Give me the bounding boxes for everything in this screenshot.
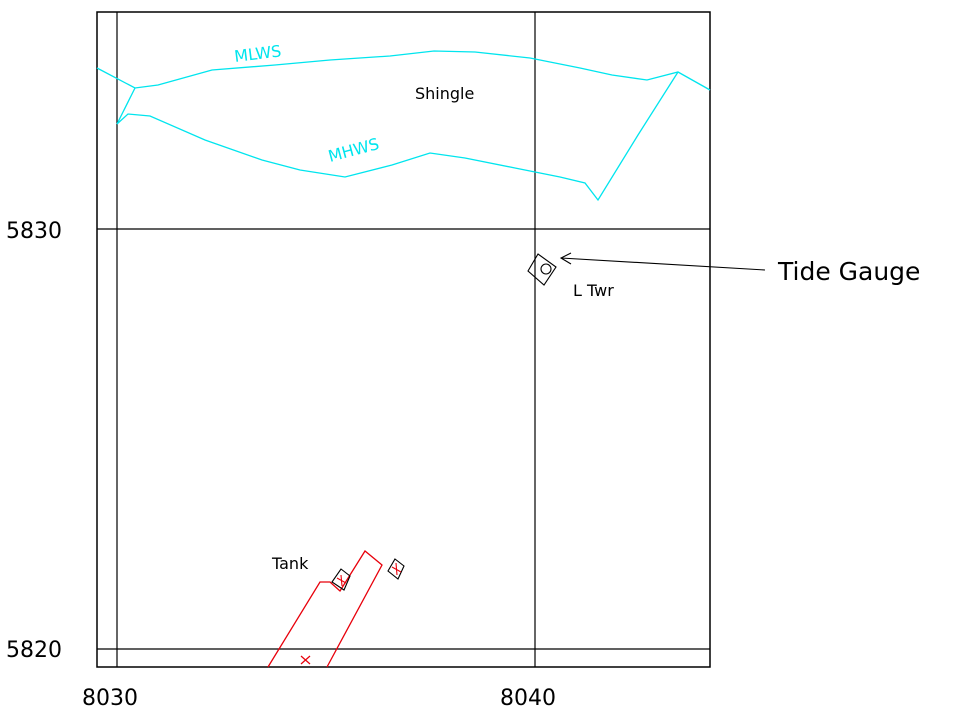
- diamond-with-circle-icon: [527, 253, 557, 286]
- tide-gauge-callout: Tide Gauge: [777, 257, 920, 286]
- arrow-left-icon: [559, 252, 766, 271]
- shore-connector-line: [116, 87, 136, 125]
- easting-label-8030: 8030: [82, 686, 138, 711]
- shingle-label: Shingle: [415, 84, 474, 103]
- northing-label-5830: 5830: [6, 219, 62, 244]
- easting-label-8040: 8040: [500, 686, 556, 711]
- jetty-outline: [267, 550, 383, 668]
- mlws-label: MLWS: [233, 41, 282, 66]
- tank-label: Tank: [271, 554, 309, 573]
- diamond-with-cross-icon: [387, 558, 405, 580]
- mhws-line: [116, 71, 679, 202]
- tank-marker-cross: [300, 655, 311, 665]
- map-frame: [96, 11, 711, 668]
- mhws-label: MHWS: [326, 134, 381, 166]
- diamond-with-cross-icon: [331, 568, 351, 591]
- l-twr-label: L Twr: [573, 281, 614, 300]
- northing-label-5820: 5820: [6, 638, 62, 663]
- mlws-line: [96, 50, 711, 91]
